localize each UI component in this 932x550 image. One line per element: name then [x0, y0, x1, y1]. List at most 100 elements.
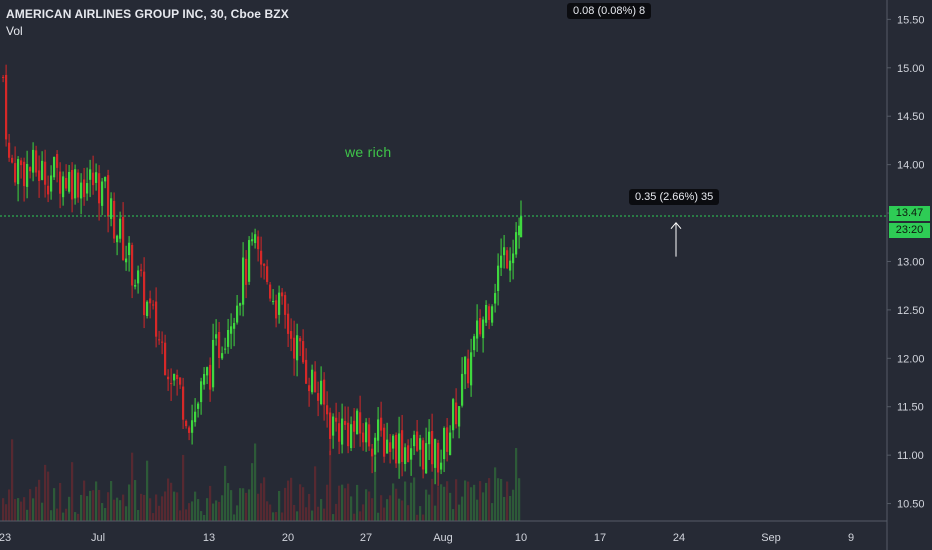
volume-bar [323, 508, 326, 521]
volume-bar [440, 484, 443, 521]
time-axis[interactable]: 23 Jul 13 20 27 Aug 10 17 24 Sep 9 [0, 532, 854, 544]
volume-bar [173, 491, 176, 521]
volume-bar [26, 509, 29, 521]
volume-bar [77, 513, 80, 521]
volume-bar [215, 500, 218, 521]
candle-body [446, 427, 449, 452]
volume-bar [476, 499, 479, 521]
symbol-title[interactable]: AMERICAN AIRLINES GROUP INC, 30, Cboe BZ… [6, 7, 289, 21]
candle-body [80, 182, 83, 199]
candle-body [350, 424, 353, 449]
candle-body [386, 439, 389, 454]
volume-bar [503, 496, 506, 521]
candle-body [278, 292, 281, 315]
candle-body [359, 412, 362, 434]
candle-body [341, 418, 344, 445]
candle-body [47, 185, 50, 195]
volume-bar [239, 488, 242, 521]
volume-bar [164, 491, 167, 521]
volume-bar [398, 498, 401, 521]
volume-bar [467, 481, 470, 521]
volume-bar [188, 503, 191, 521]
candle-body [455, 402, 458, 425]
price-tick-label: 15.50 [897, 14, 925, 26]
candle-body [260, 250, 263, 265]
volume-bar [470, 487, 473, 521]
candle-body [380, 417, 383, 431]
candle-body [347, 422, 350, 447]
volume-bar [359, 511, 362, 521]
candle-body [404, 447, 407, 465]
candle-body [320, 380, 323, 405]
candle-body [242, 257, 245, 305]
candle-body [233, 323, 236, 329]
volume-bar [158, 505, 161, 521]
candle-body [59, 171, 62, 194]
candle-body [515, 232, 518, 255]
time-tick-label: 9 [848, 532, 854, 544]
last-price-badge: 13.47 [889, 206, 930, 221]
candle-body [32, 149, 35, 173]
candle-body [86, 183, 89, 194]
candle-body [434, 439, 437, 468]
candle-body [437, 442, 440, 473]
volume-bar [434, 505, 437, 521]
candle-body [17, 159, 20, 185]
candle-body [302, 341, 305, 363]
volume-bar [278, 490, 281, 521]
volume-bar [329, 450, 332, 521]
volume-bar [83, 480, 86, 521]
candle-body [482, 319, 485, 339]
candle-body [167, 376, 170, 380]
volume-bar [245, 492, 248, 521]
volume-bar [152, 513, 155, 521]
candle-body [503, 247, 506, 256]
volume-bar [482, 492, 485, 521]
candle-body [470, 352, 473, 386]
candle-body [152, 304, 155, 306]
candle-body [206, 367, 209, 376]
volume-bar [47, 471, 50, 521]
candle-body [74, 169, 77, 199]
candle-body [494, 293, 497, 304]
volume-bar [44, 464, 47, 521]
volume-bar [209, 485, 212, 521]
candle-body [8, 142, 11, 158]
volume-bar [443, 486, 446, 521]
volume-bar [311, 510, 314, 521]
volume-bar [407, 505, 410, 521]
volume-bar [314, 466, 317, 521]
volume-bar [428, 494, 431, 521]
volume-bar [419, 506, 422, 521]
volume-bar [218, 501, 221, 521]
candle-body [419, 438, 422, 450]
candle-body [398, 433, 401, 464]
volume-bar [371, 498, 374, 521]
volume-bar [455, 479, 458, 521]
volume-bar [437, 486, 440, 521]
candle-body [323, 379, 326, 405]
chart-annotation[interactable]: we rich [345, 144, 392, 160]
price-axis[interactable]: 15.5015.0014.5014.0013.5013.0012.5012.00… [887, 14, 925, 511]
volume-bar [122, 494, 125, 521]
time-tick-label: Jul [91, 532, 105, 544]
volume-bar [491, 503, 494, 521]
volume-bar [308, 493, 311, 521]
candle-body [335, 417, 338, 422]
volume-bar [461, 496, 464, 521]
candle-body [314, 371, 317, 393]
volume-bar [62, 512, 65, 521]
bar-countdown-badge: 23:20 [889, 223, 930, 238]
volume-bar [485, 482, 488, 521]
candle-body [401, 430, 404, 462]
volume-bar [155, 494, 158, 521]
volume-bar [446, 481, 449, 521]
candle-body [257, 236, 260, 250]
candle-body [449, 432, 452, 456]
candle-body [362, 432, 365, 443]
time-tick-label: 24 [673, 532, 685, 544]
volume-bar [449, 492, 452, 521]
candle-body [20, 160, 23, 166]
candle-body [2, 77, 5, 79]
